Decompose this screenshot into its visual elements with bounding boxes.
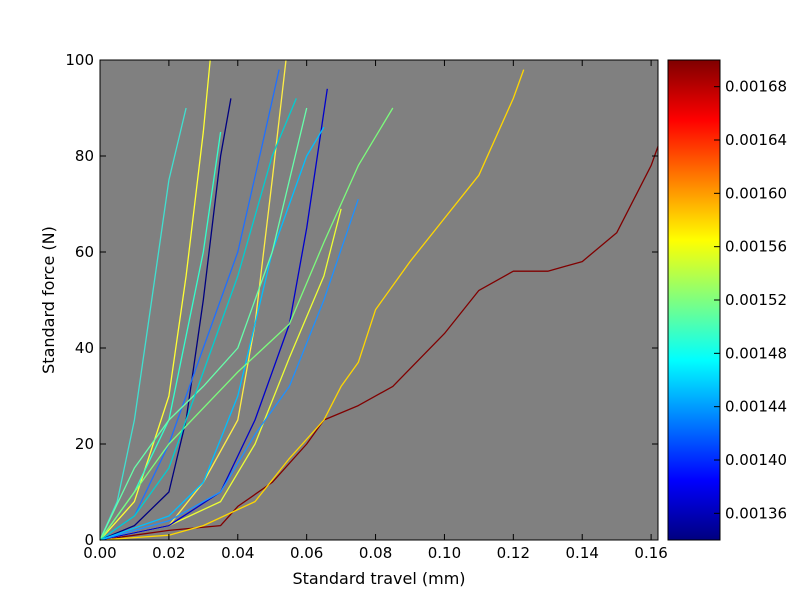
y-tick-label: 80 bbox=[75, 147, 94, 165]
y-axis-ticks: 0 20 40 60 80 100 bbox=[65, 51, 658, 549]
x-tick-label: 0.06 bbox=[290, 544, 323, 562]
colorbar-tick-label: 0.00164 bbox=[725, 131, 787, 149]
x-axis-label: Standard travel (mm) bbox=[292, 569, 465, 588]
colorbar-ticks: 0.00136 0.00140 0.00144 0.00148 0.00152 0.001… bbox=[714, 78, 787, 522]
series-line-7 bbox=[99, 88, 328, 541]
x-tick-label: 0.12 bbox=[497, 544, 530, 562]
colorbar-tick-label: 0.00136 bbox=[725, 504, 787, 522]
colorbar bbox=[667, 59, 721, 541]
colorbar-tick-label: 0.00156 bbox=[725, 238, 787, 256]
series-line-1 bbox=[99, 146, 659, 541]
colorbar-tick-label: 0.00152 bbox=[725, 291, 787, 309]
series-lines bbox=[99, 59, 659, 541]
series-line-10 bbox=[99, 126, 325, 541]
x-tick-label: 0.02 bbox=[152, 544, 185, 562]
series-line-15 bbox=[99, 98, 297, 541]
x-tick-label: 0.08 bbox=[359, 544, 392, 562]
series-line-13 bbox=[99, 107, 308, 541]
x-tick-label: 0.00 bbox=[83, 544, 116, 562]
y-tick-label: 0 bbox=[84, 531, 94, 549]
series-line-2 bbox=[99, 69, 525, 541]
x-tick-label: 0.16 bbox=[634, 544, 667, 562]
x-tick-label: 0.04 bbox=[221, 544, 254, 562]
series-line-11 bbox=[99, 107, 187, 541]
colorbar-tick-label: 0.00144 bbox=[725, 398, 787, 416]
series-line-3 bbox=[99, 59, 211, 541]
x-axis-ticks: 0.00 0.02 0.04 0.06 0.08 0.10 0.12 0.14 0.16 bbox=[83, 60, 668, 562]
y-tick-label: 60 bbox=[75, 243, 94, 261]
y-tick-label: 20 bbox=[75, 435, 94, 453]
colorbar-tick-label: 0.00168 bbox=[725, 78, 787, 96]
colorbar-tick-label: 0.00160 bbox=[725, 184, 787, 202]
x-tick-label: 0.10 bbox=[428, 544, 461, 562]
y-tick-label: 40 bbox=[75, 339, 94, 357]
colorbar-tick-label: 0.00148 bbox=[725, 344, 787, 362]
y-tick-label: 100 bbox=[65, 51, 94, 69]
series-line-9 bbox=[99, 198, 359, 541]
colorbar-tick-label: 0.00140 bbox=[725, 451, 787, 469]
plot-frame bbox=[99, 59, 659, 541]
y-axis-label: Standard force (N) bbox=[39, 226, 58, 374]
series-line-14 bbox=[99, 107, 394, 541]
x-tick-label: 0.14 bbox=[566, 544, 599, 562]
